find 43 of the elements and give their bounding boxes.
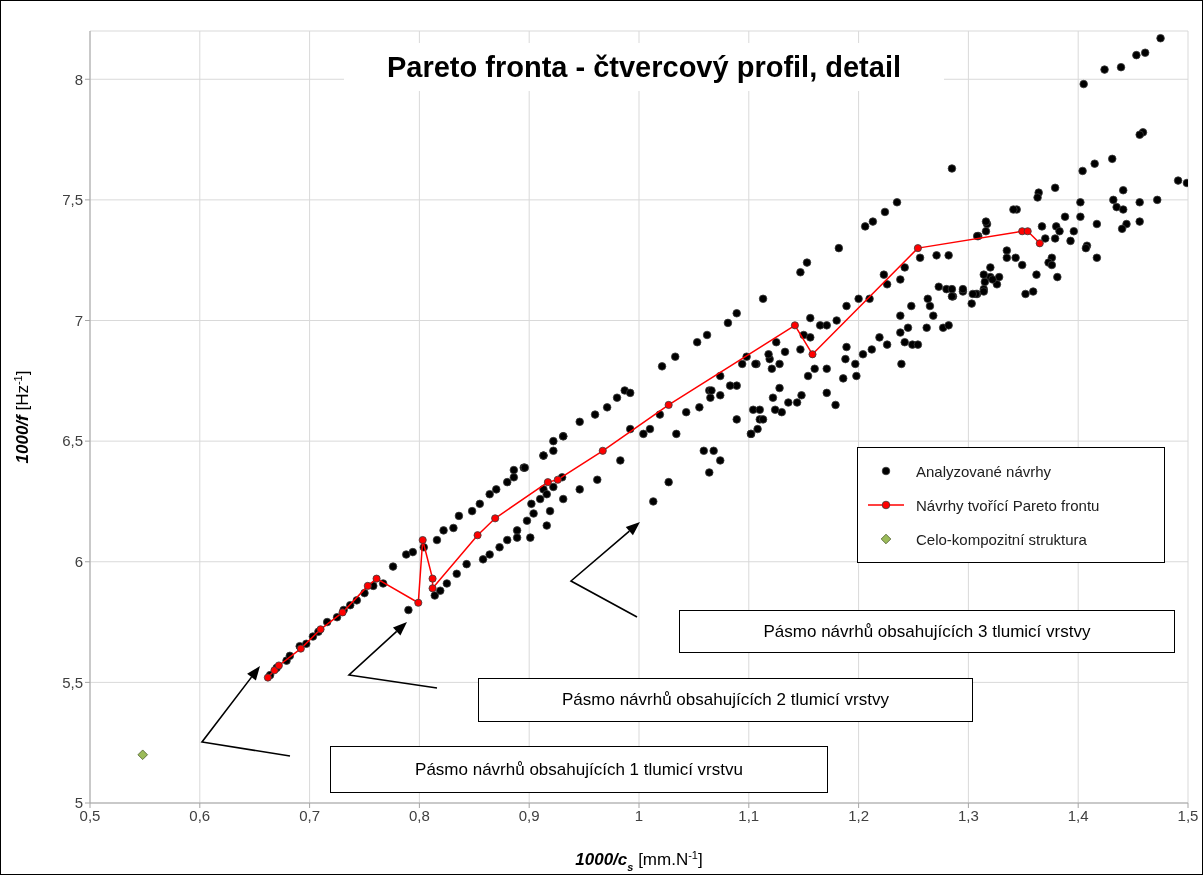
legend-label: Návrhy tvořící Pareto frontu xyxy=(916,496,1100,514)
text: Pareto fronta - čtvercový profil, detail xyxy=(344,43,944,91)
y-tick-label: 6 xyxy=(74,553,83,571)
point xyxy=(363,581,372,590)
x-tick-label: 0,7 xyxy=(299,806,321,824)
y-tick-label: 6,5 xyxy=(62,432,83,450)
point xyxy=(790,321,799,330)
y-tick-label: 5 xyxy=(74,794,83,812)
point xyxy=(913,244,922,253)
x-tick-label: 1 xyxy=(634,806,644,824)
point xyxy=(137,749,148,760)
point xyxy=(418,536,427,545)
y-tick-label: 7,5 xyxy=(62,191,83,209)
x-tick-label: 1,5 xyxy=(1177,806,1199,824)
y-tick-label: 5,5 xyxy=(62,673,83,691)
x-tick-label: 1,4 xyxy=(1067,806,1089,824)
point xyxy=(664,400,673,409)
legend-label: Analyzované návrhy xyxy=(916,462,1052,480)
x-tick-label: 0,6 xyxy=(189,806,211,824)
point xyxy=(414,598,423,607)
point xyxy=(1035,239,1044,248)
text-box: Pásmo návrhů obsahujících 2 tlumicí vrstvy xyxy=(478,678,973,722)
legend-label: Celo-kompozitní struktura xyxy=(916,530,1087,548)
point xyxy=(428,574,437,583)
text-box: Pásmo návrhů obsahujících 3 tlumicí vrstvy xyxy=(679,610,1175,653)
point xyxy=(598,446,607,455)
point xyxy=(372,574,381,583)
point xyxy=(543,478,552,487)
point xyxy=(1023,227,1032,236)
x-tick-label: 1,1 xyxy=(738,806,760,824)
text-box: Pásmo návrhů obsahujících 1 tlumicí vrstvu xyxy=(330,746,828,793)
x-tick-label: 0,9 xyxy=(518,806,540,824)
x-tick-label: 1,2 xyxy=(848,806,870,824)
point xyxy=(473,531,482,540)
x-tick-label: 1,3 xyxy=(957,806,979,824)
y-tick-label: 8 xyxy=(74,70,83,88)
point xyxy=(808,350,817,359)
point xyxy=(553,475,562,484)
x-axis-title: 1000/c$_{s}$ [mm.N$^{-1}$] xyxy=(575,849,703,873)
point xyxy=(428,584,437,593)
y-tick-label: 7 xyxy=(74,311,83,329)
x-tick-label: 0,8 xyxy=(408,806,430,824)
point xyxy=(491,514,500,523)
